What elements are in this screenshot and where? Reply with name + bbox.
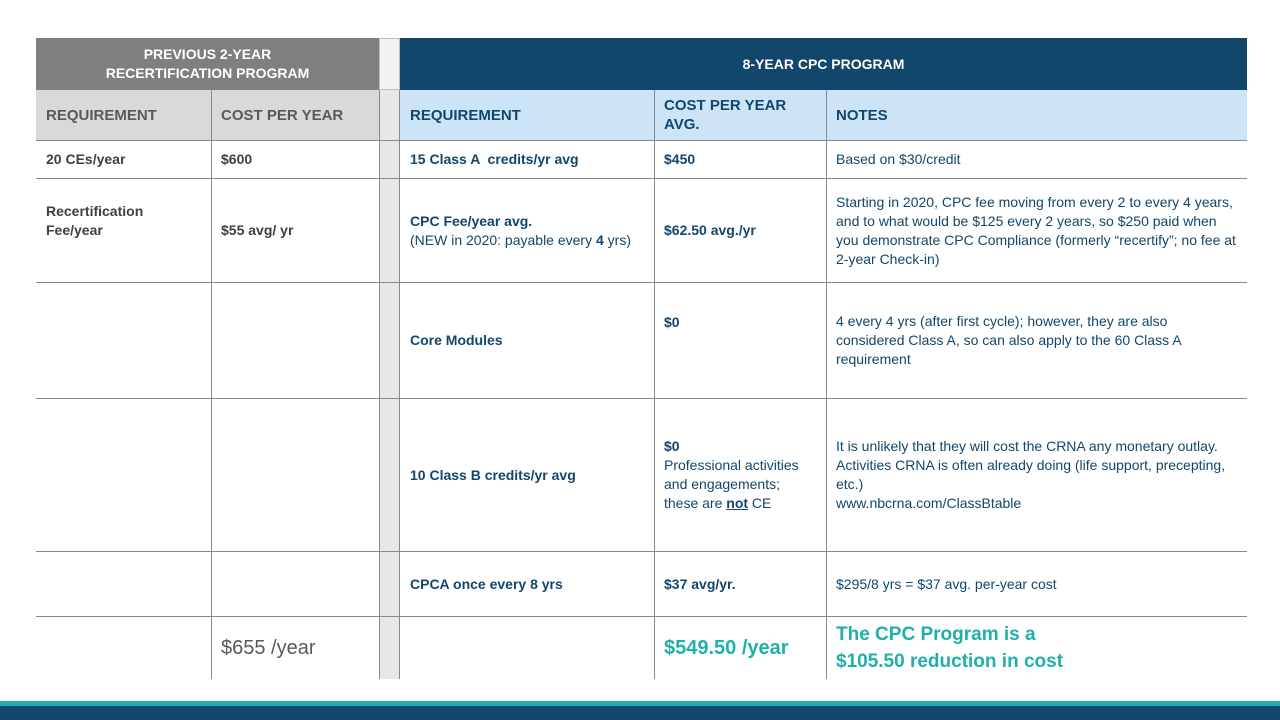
- cell-text: $295/8 yrs = $37 avg. per-year cost: [836, 575, 1057, 592]
- table-row-1-prev-cost: $600: [211, 141, 379, 178]
- grid-vline: [654, 90, 655, 679]
- total-cpc-cost: $549.50 /year: [654, 617, 826, 679]
- footer-accent-bar: [0, 701, 1280, 706]
- cell-text: Fee/year: [46, 222, 103, 238]
- cell-text: $600: [221, 151, 253, 167]
- previous-program-header: PREVIOUS 2-YEAR RECERTIFICATION PROGRAM: [36, 38, 379, 90]
- cell-text: 20 CEs/year: [46, 151, 126, 167]
- table-row-2-prev-requirement: Recertification Fee/year: [36, 179, 211, 282]
- cpc-header-text: 8-YEAR CPC PROGRAM: [742, 56, 905, 72]
- cell-text: $0: [664, 438, 680, 454]
- grid-hline: [36, 398, 1247, 399]
- table-row-5-notes: $295/8 yrs = $37 avg. per-year cost: [826, 552, 1247, 616]
- grid-vline: [211, 90, 212, 679]
- table-row-4-cpc-cost: $0 Professional activities and engagemen…: [654, 399, 826, 551]
- cell-text: $37 avg/yr.: [664, 575, 736, 592]
- total-previous-cost: $655 /year: [211, 617, 379, 679]
- grid-hline: [36, 282, 1247, 283]
- cell-text: 15 Class A credits/yr avg: [410, 151, 579, 167]
- cell-text: Starting in 2020, CPC fee moving from ev…: [836, 193, 1236, 267]
- col-header-cpc-cost-line2: AVG.: [664, 116, 700, 133]
- col-header-prev-cost: COST PER YEAR: [211, 90, 379, 140]
- cell-text: $0: [664, 314, 680, 330]
- table-row-3-cpc-requirement: Core Modules: [400, 283, 654, 398]
- previous-header-line2: RECERTIFICATION PROGRAM: [105, 65, 310, 81]
- table-row-2-cpc-requirement: CPC Fee/year avg. (NEW in 2020: payable …: [400, 179, 654, 282]
- col-header-cpc-cost: COST PER YEAR AVG.: [654, 90, 826, 140]
- table-row-1-cpc-requirement: 15 Class A credits/yr avg: [400, 141, 654, 178]
- col-header-prev-cost-label: COST PER YEAR: [221, 106, 344, 124]
- table-row-4-notes: It is unlikely that they will cost the C…: [826, 399, 1247, 551]
- summary-line1: The CPC Program is a: [836, 624, 1036, 645]
- col-header-prev-requirement: REQUIREMENT: [36, 90, 211, 140]
- cell-text: CPCA once every 8 yrs: [410, 575, 563, 592]
- cell-text: $55 avg/ yr: [221, 222, 294, 238]
- col-header-notes: NOTES: [826, 90, 1247, 140]
- spacer-header-cell: [379, 38, 400, 90]
- table-row-1-prev-requirement: 20 CEs/year: [36, 141, 211, 178]
- cell-text: $62.50 avg./yr: [664, 222, 756, 238]
- cell-text: CPC Fee/year avg.: [410, 212, 533, 229]
- cell-text: Based on $30/credit: [836, 151, 961, 167]
- summary-line2: $105.50 reduction in cost: [836, 651, 1064, 672]
- col-header-cpc-requirement-label: REQUIREMENT: [410, 106, 521, 124]
- class-b-link[interactable]: www.nbcrna.com/ClassBtable: [836, 495, 1022, 511]
- col-header-prev-requirement-label: REQUIREMENT: [46, 106, 157, 124]
- cell-text: Activities CRNA is often already doing (…: [836, 457, 1226, 492]
- table-row-3-notes: 4 every 4 yrs (after first cycle); howev…: [826, 283, 1247, 398]
- grid-vline: [826, 90, 827, 679]
- cpc-program-header: 8-YEAR CPC PROGRAM: [400, 38, 1247, 90]
- cell-text: yrs): [603, 231, 631, 248]
- col-header-cpc-cost-line1: COST PER YEAR: [664, 97, 787, 114]
- grid-hline: [36, 178, 1247, 179]
- table-row-2-prev-cost: $55 avg/ yr: [211, 179, 379, 282]
- table-row-2-notes: Starting in 2020, CPC fee moving from ev…: [826, 179, 1247, 282]
- spacer-column: [379, 38, 400, 679]
- cpc-subheader-band: [400, 90, 1247, 140]
- cell-text: 4 every 4 yrs (after first cycle); howev…: [836, 313, 1181, 367]
- cell-text: 10 Class B credits/yr avg: [410, 466, 576, 483]
- table-row-2-cpc-cost: $62.50 avg./yr: [654, 179, 826, 282]
- grid-hline: [36, 551, 1247, 552]
- cell-text-bold: 4: [595, 231, 604, 248]
- cell-text: $450: [664, 151, 696, 167]
- cell-text: Recertification: [46, 203, 144, 219]
- table-row-1-cpc-cost: $450: [654, 141, 826, 178]
- table-row-5-cpc-requirement: CPCA once every 8 yrs: [400, 552, 654, 616]
- cell-text: Professional activities and engagements;…: [664, 457, 799, 511]
- col-header-cpc-requirement: REQUIREMENT: [400, 90, 654, 140]
- cell-text: (NEW in 2020: payable every: [410, 231, 596, 248]
- grid-hline: [36, 616, 1247, 617]
- previous-subheader-band: [36, 90, 379, 140]
- table-row-4-cpc-requirement: 10 Class B credits/yr avg: [400, 399, 654, 551]
- footer-bar: [0, 706, 1280, 720]
- table-row-3-cpc-cost: $0: [654, 283, 826, 398]
- cell-text: Core Modules: [410, 332, 503, 348]
- table-row-1-notes: Based on $30/credit: [826, 141, 1247, 178]
- class-b-cost-note: Professional activities and engagements;…: [664, 456, 816, 513]
- col-header-notes-label: NOTES: [836, 106, 888, 124]
- cell-text: $549.50 /year: [664, 636, 789, 659]
- cell-text: $655 /year: [221, 636, 316, 659]
- cell-text: It is unlikely that they will cost the C…: [836, 438, 1218, 454]
- cpc-fee-note: (NEW in 2020: payable every 4 yrs): [410, 231, 631, 250]
- total-summary: The CPC Program is a $105.50 reduction i…: [826, 617, 1247, 679]
- cell-text: CE: [748, 495, 772, 511]
- grid-hline: [36, 140, 1247, 141]
- table-row-5-cpc-cost: $37 avg/yr.: [654, 552, 826, 616]
- previous-header-line1: PREVIOUS 2-YEAR: [143, 46, 272, 62]
- cell-text-underlined: not: [726, 495, 749, 511]
